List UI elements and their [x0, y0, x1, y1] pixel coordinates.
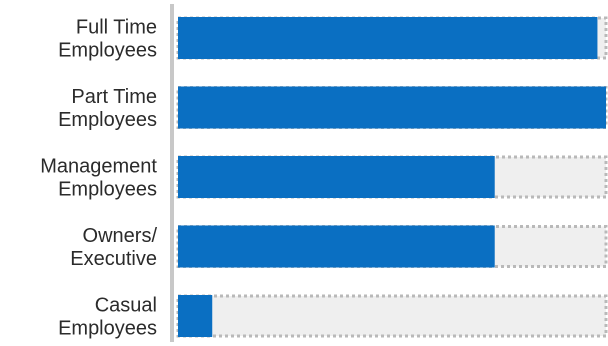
category-label-line: Employees	[58, 40, 157, 62]
category-label: Casual Employees	[58, 295, 157, 340]
category-label: Full Time Employees	[58, 17, 157, 62]
category-label-line: Owners/	[83, 225, 158, 247]
category-label-line: Full Time	[76, 17, 157, 39]
category-label: Owners/Executive	[70, 225, 157, 270]
category-label-line: Casual	[95, 295, 157, 317]
bar-track	[176, 294, 608, 338]
category-label-line: Employees	[58, 318, 157, 340]
category-label-line: Executive	[70, 248, 157, 270]
bar	[178, 225, 495, 268]
bar	[178, 17, 598, 59]
category-label-line: Part Time	[71, 86, 157, 108]
bars	[178, 17, 606, 337]
bar	[178, 295, 213, 337]
category-label-line: Employees	[58, 179, 157, 201]
category-label: Management Employees	[40, 156, 157, 201]
category-label-line: Management	[40, 156, 157, 178]
bar	[178, 86, 606, 129]
bar	[178, 156, 495, 198]
category-label-line: Employees	[58, 109, 157, 131]
category-label: Part Time Employees	[58, 86, 157, 131]
